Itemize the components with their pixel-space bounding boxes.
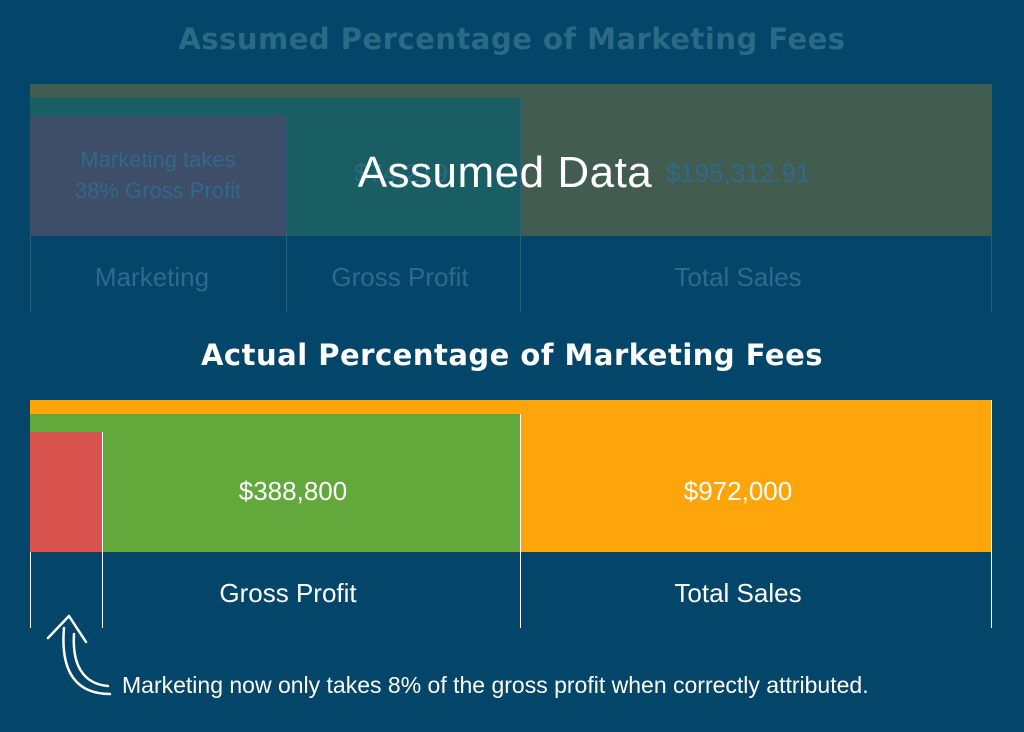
assumed-divider-left [30,236,31,312]
assumed-data-overlay: Assumed Data [357,148,653,197]
actual-divider-right [991,400,992,628]
actual-divider-1 [102,432,103,628]
actual-divider-left [30,552,31,628]
assumed-label-gross-profit: Gross Profit [331,262,469,292]
assumed-label-marketing: Marketing [94,262,210,292]
actual-gross-profit-value: $388,800 [238,476,348,506]
assumed-divider-2 [520,98,521,312]
actual-total-sales-value: $972,000 [683,476,793,506]
assumed-total-sales-value: $195,312.91 [665,158,811,188]
assumed-marketing-annotation: Marketing takes 38% Gross Profit [30,144,286,206]
annotation-line-2: 38% Gross Profit [74,178,242,203]
curved-arrow-icon [46,614,112,696]
annotation-line-1: Marketing takes [80,147,236,172]
footnote: Marketing now only takes 8% of the gross… [122,672,869,698]
assumed-gross-profit-value: $74,219 [354,158,448,188]
actual-label-total-sales: Total Sales [674,578,802,608]
assumed-marketing-bar [30,116,286,236]
assumed-label-total-sales: Total Sales [674,262,802,292]
assumed-divider-right [991,236,992,312]
actual-marketing-bar [30,432,102,552]
assumed-divider-1 [286,116,287,312]
actual-gross-profit-bar [30,414,520,552]
actual-divider-2 [520,414,521,628]
actual-label-gross-profit: Gross Profit [219,578,357,608]
actual-chart-title: Actual Percentage of Marketing Fees [200,338,823,372]
assumed-chart-title: Assumed Percentage of Marketing Fees [178,22,846,56]
